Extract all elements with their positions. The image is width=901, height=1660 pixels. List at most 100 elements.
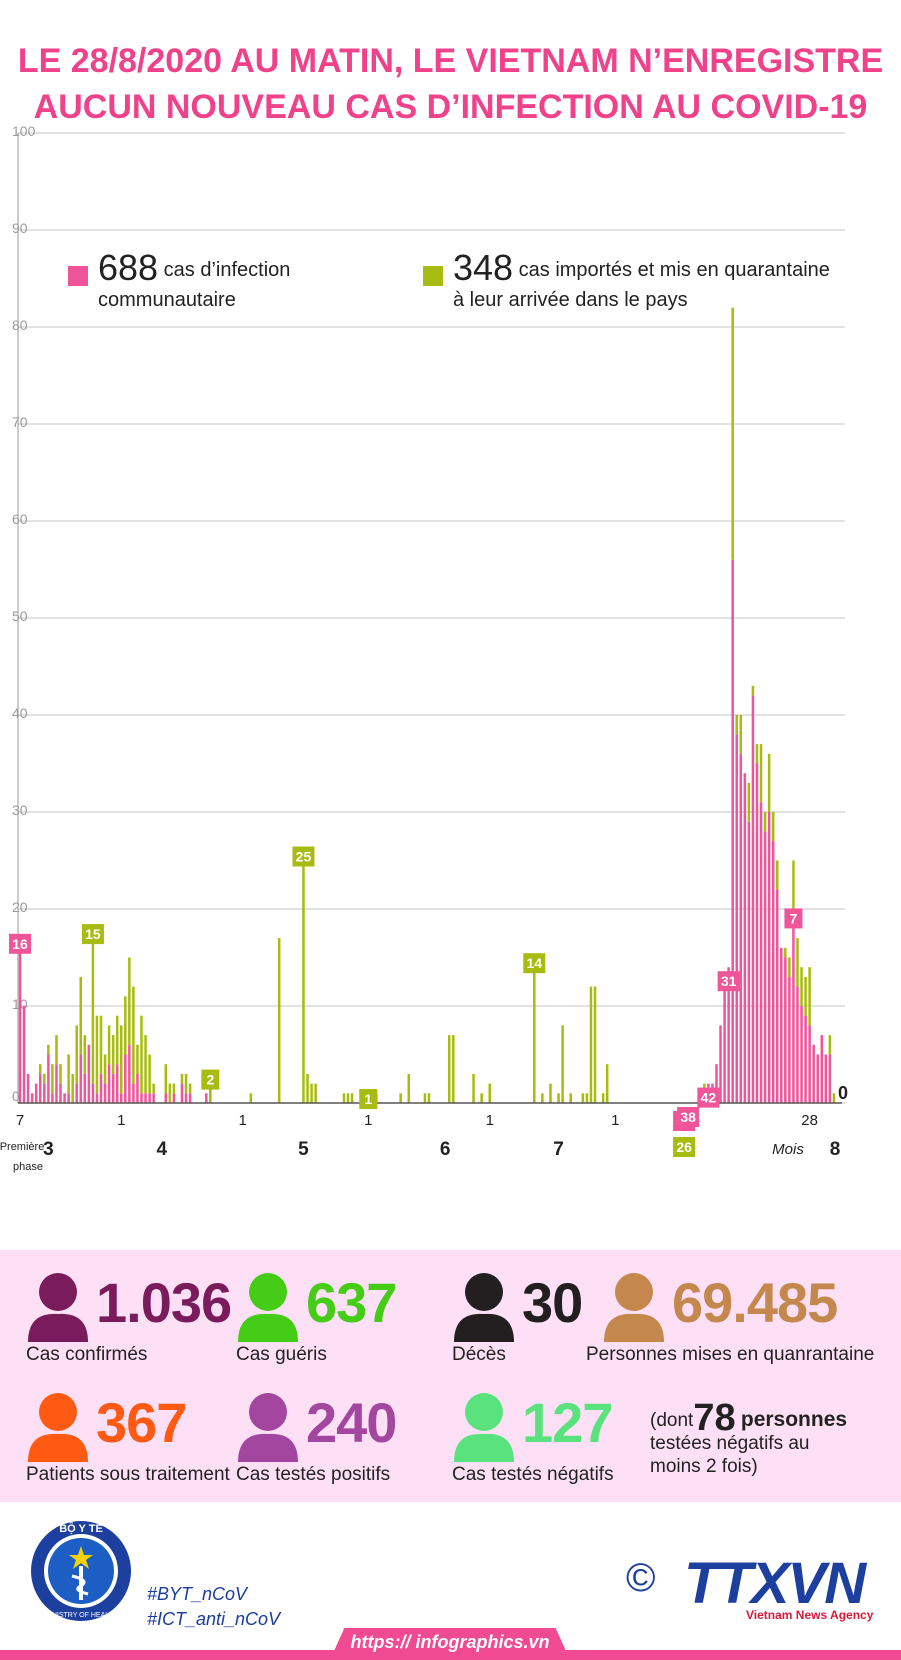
bar-imported	[107, 1025, 111, 1065]
bar-community	[743, 773, 747, 1103]
bar-imported	[808, 967, 811, 1026]
copyright-icon: ©	[626, 1556, 656, 1600]
bar-imported	[739, 715, 743, 754]
bar-imported	[99, 1015, 103, 1074]
bar-community	[95, 1093, 99, 1103]
value-label: 7	[790, 910, 798, 926]
bar-imported	[71, 1073, 74, 1103]
legend-community-line2: communautaire	[98, 289, 236, 311]
stat-positive-label: Cas testés positifs	[236, 1464, 391, 1485]
bar-community	[715, 1064, 718, 1103]
bar-community	[800, 1006, 803, 1103]
bar-community	[75, 1083, 78, 1103]
bar-imported	[83, 1035, 87, 1074]
bar-community	[164, 1093, 168, 1103]
bar-community	[828, 1054, 832, 1103]
footer-url[interactable]: https:// infographics.vn	[350, 1632, 550, 1652]
bar-imported	[767, 753, 771, 812]
bar-community	[784, 957, 787, 1103]
hashtag-2: #ICT_anti_nCoV	[147, 1609, 281, 1629]
bar-imported	[180, 1073, 184, 1084]
stat-deaths-label: Décès	[452, 1344, 506, 1365]
y-tick-label: 40	[12, 705, 28, 721]
bar-imported	[751, 685, 755, 696]
bar-imported	[350, 1093, 354, 1103]
bar-community	[132, 1083, 135, 1103]
bar-imported	[249, 1093, 253, 1103]
value-label: 15	[85, 926, 101, 942]
person-icon	[604, 1273, 664, 1342]
bar-imported	[342, 1093, 346, 1103]
bar-imported	[488, 1083, 491, 1103]
value-label: 25	[296, 849, 312, 865]
legend-imported-line2: à leur arrivée dans le pays	[453, 289, 688, 311]
bar-community	[771, 841, 775, 1103]
bar-community	[731, 559, 734, 1103]
bar-community	[767, 812, 771, 1103]
bar-community	[115, 1064, 119, 1103]
bar-community	[719, 1025, 722, 1103]
ministry-top-text: BỘ Y TẾ	[59, 1522, 103, 1535]
bar-community	[780, 947, 783, 1103]
bar-imported	[541, 1093, 544, 1103]
x-tick-label: 7	[16, 1112, 24, 1129]
value-label-box	[717, 971, 740, 992]
stat-confirmed-label: Cas confirmés	[26, 1344, 148, 1365]
bar-imported	[533, 967, 536, 1103]
person-icon	[454, 1393, 514, 1462]
value-label-box	[359, 1089, 378, 1109]
value-label-box	[81, 924, 104, 945]
x-tick-label: 1	[117, 1112, 125, 1129]
bar-community	[34, 1083, 38, 1103]
x-tick-label: 1	[364, 1112, 372, 1129]
value-label-box	[523, 953, 546, 974]
bar-imported	[828, 1035, 832, 1055]
y-tick-label: 0	[12, 1088, 20, 1104]
bar-imported	[302, 860, 305, 1103]
bar-community	[148, 1093, 151, 1103]
bar-imported	[140, 1015, 143, 1094]
bar-imported	[115, 1015, 119, 1065]
agency-sub-text: Vietnam News Agency	[746, 1608, 874, 1622]
bar-imported	[209, 1083, 212, 1103]
hashtag-1: #BYT_nCoV	[147, 1584, 248, 1604]
month-axis-label: Mois	[772, 1141, 804, 1158]
bar-community	[140, 1093, 143, 1103]
title-line-2: AUCUN NOUVEAU CAS D’INFECTION AU COVID-1…	[33, 88, 868, 126]
bar-imported	[39, 1064, 42, 1074]
person-icon	[238, 1273, 298, 1342]
bar-imported	[47, 1044, 50, 1055]
bar-community	[128, 1044, 131, 1103]
value-label-box	[697, 1087, 720, 1108]
agency-logo-text: TTXVN	[684, 1551, 866, 1616]
person-icon	[28, 1393, 88, 1462]
bar-imported	[306, 1073, 309, 1103]
bar-imported	[832, 1093, 836, 1103]
bar-community	[152, 1093, 155, 1103]
stat-deaths-value: 30	[522, 1271, 583, 1334]
bar-imported	[423, 1093, 427, 1103]
bar-imported	[593, 986, 597, 1103]
bar-imported	[51, 1064, 54, 1094]
bar-community	[79, 1054, 83, 1103]
x-tick-label: 1	[239, 1112, 247, 1129]
month-label: 6	[440, 1139, 451, 1160]
x-tick-label: 1	[486, 1112, 494, 1129]
legend-community-line1: cas d’infection	[163, 259, 291, 281]
bar-imported	[95, 1015, 99, 1094]
legend-imported-count: 348	[453, 247, 514, 288]
person-icon	[454, 1273, 514, 1342]
month-label: 8	[830, 1139, 841, 1160]
bar-community	[812, 1044, 815, 1103]
bar-imported	[91, 938, 95, 1084]
bar-community	[816, 1054, 819, 1103]
x-tick-label: 1	[611, 1112, 619, 1129]
bar-community	[184, 1093, 188, 1103]
bar-community	[39, 1073, 42, 1103]
value-label-box	[673, 1137, 696, 1157]
bar-community	[26, 1073, 30, 1103]
daily-cases-chart: 0102030405060708090100161522511426563842…	[0, 125, 848, 1173]
bar-community	[111, 1073, 115, 1103]
bar-community	[47, 1054, 50, 1103]
negative-note: (dont78 personnes testées négatifs au mo…	[650, 1399, 847, 1478]
